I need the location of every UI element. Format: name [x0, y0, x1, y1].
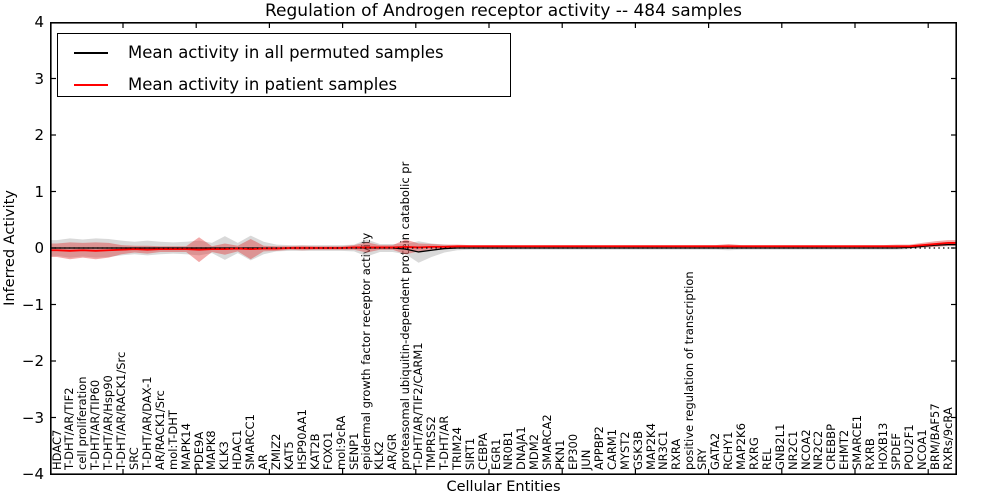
patient-line-swatch — [74, 83, 108, 86]
patient-mean-line — [50, 242, 957, 252]
x-tick-label: POU2F1 — [901, 424, 916, 470]
x-tick-label: mol:9cRA — [333, 415, 348, 470]
x-tick-label: TRIM24 — [449, 427, 464, 470]
x-tick-label: APPBP2 — [591, 426, 606, 470]
legend-item-permuted: Mean activity in all permuted samples — [74, 39, 510, 66]
x-tick-label: positive regulation of transcription — [682, 271, 697, 470]
legend-item-patient: Mean activity in patient samples — [74, 71, 510, 98]
x-tick-label: SPDEF — [888, 433, 903, 470]
x-tick-label: NR2C1 — [785, 430, 800, 470]
y-tick-label: 1 — [34, 182, 44, 201]
x-tick-label: mol:T-DHT — [165, 410, 180, 470]
x-tick-label: FOXO1 — [320, 431, 335, 470]
y-tick-label: −1 — [21, 295, 44, 314]
x-tick-label: epidermal growth factor receptor activit… — [359, 232, 374, 470]
x-axis-label: Cellular Entities — [446, 479, 561, 495]
y-tick-label: 3 — [34, 69, 44, 88]
x-tick-label: REL — [759, 448, 774, 470]
x-tick-label: MAP2K6 — [733, 423, 748, 470]
permuted-variance-band — [50, 235, 957, 263]
x-tick-label: HSP90AA1 — [294, 409, 309, 470]
y-tick-label: −3 — [21, 408, 44, 427]
patient-variance-band — [50, 237, 957, 263]
y-tick-label: 0 — [34, 239, 44, 257]
x-tick-label: CARM1 — [604, 428, 619, 470]
legend-label-patient: Mean activity in patient samples — [128, 75, 398, 94]
y-tick-label: −4 — [21, 465, 44, 483]
x-tick-label: T-DHT/AR/DAX-1 — [139, 376, 154, 470]
x-tick-label: KAT2B — [307, 433, 322, 470]
x-tick-label: KAT5 — [281, 441, 296, 470]
x-tick-label: GSK3B — [630, 431, 645, 470]
x-tick-label: AR/RACK1/Src — [152, 390, 167, 470]
legend-label-permuted: Mean activity in all permuted samples — [128, 43, 444, 62]
permuted-line-swatch — [74, 51, 108, 54]
x-tick-label: MAPK14 — [178, 423, 193, 470]
x-tick-label: SIRT1 — [462, 437, 477, 470]
y-tick-label: 2 — [34, 126, 44, 144]
x-tick-label: BRM/BAF57 — [927, 403, 942, 470]
x-tick-label: NCOA1 — [914, 429, 929, 470]
x-tick-label: RXRG — [746, 437, 761, 470]
legend: Mean activity in all permuted samples Me… — [57, 33, 511, 97]
y-tick-label: −2 — [21, 352, 44, 370]
x-tick-label: GNB2L1 — [772, 423, 787, 470]
y-tick-label: 4 — [34, 13, 44, 31]
x-tick-label: RXRs/9cRA — [940, 407, 955, 470]
x-tick-label: CEBPA — [475, 432, 490, 470]
chart-title: Regulation of Androgen receptor activity… — [265, 1, 742, 21]
permuted-mean-line — [50, 243, 957, 253]
x-tick-label: T-DHT/AR — [436, 415, 451, 470]
x-tick-label: MYST2 — [617, 431, 632, 470]
